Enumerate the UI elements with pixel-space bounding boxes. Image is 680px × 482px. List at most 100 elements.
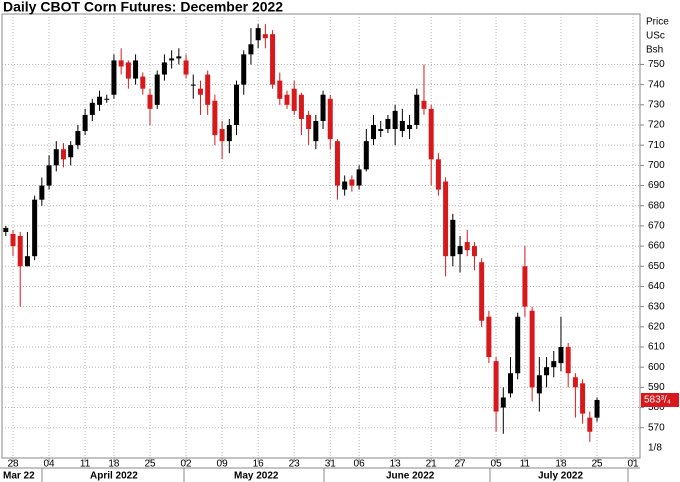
candle-body bbox=[435, 159, 441, 190]
candle-body bbox=[97, 96, 103, 105]
candle-body bbox=[334, 141, 340, 186]
x-tick-label: 23 bbox=[289, 459, 301, 470]
candle-body bbox=[291, 88, 297, 111]
candle-body bbox=[392, 110, 398, 130]
candle-body bbox=[241, 54, 247, 85]
y-axis-label: USc bbox=[646, 31, 665, 42]
y-tick-label: 620 bbox=[648, 321, 665, 332]
candle-body bbox=[68, 145, 74, 158]
x-tick-label: 11 bbox=[520, 459, 531, 470]
x-tick-label: 18 bbox=[108, 459, 120, 470]
candle-body bbox=[125, 62, 131, 79]
candle-body bbox=[356, 169, 362, 186]
candle-body bbox=[508, 373, 513, 394]
candle-body bbox=[471, 246, 477, 257]
candle-body bbox=[515, 316, 521, 374]
candle-body bbox=[111, 60, 117, 95]
x-tick-label: 01 bbox=[628, 459, 640, 470]
candle-body bbox=[39, 185, 45, 200]
y-tick-label: 630 bbox=[648, 301, 665, 312]
y-tick-label: 710 bbox=[648, 140, 665, 151]
y-tick-label: 670 bbox=[648, 221, 665, 232]
candle-body bbox=[580, 383, 586, 414]
candle-body bbox=[457, 246, 463, 255]
x-tick-label: 13 bbox=[390, 459, 402, 470]
candle-body bbox=[284, 94, 290, 105]
candle-body bbox=[371, 125, 377, 140]
month-label: July 2022 bbox=[538, 471, 583, 482]
candle-body bbox=[205, 74, 211, 105]
x-tick-label: 04 bbox=[43, 459, 55, 470]
y-tick-label: 720 bbox=[648, 120, 665, 131]
y-tick-label: 700 bbox=[648, 160, 665, 171]
x-tick-label: 02 bbox=[180, 459, 192, 470]
y-axis-label: Bsh bbox=[646, 45, 663, 56]
candle-body bbox=[169, 58, 175, 61]
candle-body bbox=[479, 262, 485, 321]
candle-body bbox=[226, 125, 232, 142]
candle-body bbox=[500, 397, 506, 408]
candle-body bbox=[298, 94, 304, 119]
candle-body bbox=[24, 256, 30, 267]
candle-body bbox=[197, 88, 203, 95]
x-tick-label: 21 bbox=[426, 459, 438, 470]
candle-body bbox=[565, 347, 571, 374]
candle-body bbox=[327, 98, 333, 140]
candle-body bbox=[262, 34, 268, 39]
candle-body bbox=[89, 102, 95, 115]
candle-body bbox=[536, 375, 542, 394]
chart-title: Daily CBOT Corn Futures: December 2022 bbox=[3, 0, 283, 15]
x-tick-label: 06 bbox=[354, 459, 366, 470]
candle-body bbox=[399, 120, 405, 132]
y-tick-label: 750 bbox=[648, 59, 665, 70]
month-label: May 2022 bbox=[234, 471, 279, 482]
candle-body bbox=[234, 84, 240, 125]
candle-body bbox=[255, 28, 261, 41]
y-tick-label: 600 bbox=[648, 362, 665, 373]
y-tick-label: 690 bbox=[648, 180, 665, 191]
candle-body bbox=[118, 60, 124, 67]
month-label: April 2022 bbox=[90, 471, 138, 482]
candle-body bbox=[140, 76, 146, 89]
candle-body bbox=[544, 367, 550, 376]
x-tick-label: 31 bbox=[325, 459, 337, 470]
candle-body bbox=[219, 129, 225, 142]
y-tick-label: 660 bbox=[648, 241, 665, 252]
candle-body bbox=[428, 108, 434, 160]
candle-body bbox=[190, 84, 196, 86]
x-tick-label: 05 bbox=[491, 459, 503, 470]
x-tick-label: 28 bbox=[7, 459, 19, 470]
candle-body bbox=[306, 114, 312, 130]
y-tick-label: 650 bbox=[648, 261, 665, 272]
candle-body bbox=[551, 361, 557, 368]
last-price-box bbox=[641, 392, 679, 407]
candle-body bbox=[82, 114, 88, 132]
candle-body bbox=[75, 131, 81, 146]
x-tick-label: 16 bbox=[253, 459, 265, 470]
candle-body bbox=[270, 34, 276, 85]
y-tick-label: 610 bbox=[648, 342, 665, 353]
candle-body bbox=[450, 219, 456, 257]
candle-body bbox=[349, 179, 355, 186]
candle-body bbox=[147, 94, 153, 109]
candle-body bbox=[363, 141, 369, 170]
x-tick-label: 09 bbox=[217, 459, 229, 470]
candle-body bbox=[529, 310, 535, 388]
candle-body bbox=[3, 227, 9, 232]
x-tick-label: 11 bbox=[80, 459, 91, 470]
candle-body bbox=[464, 242, 470, 251]
candle-body bbox=[176, 56, 182, 59]
y-tick-label: 680 bbox=[648, 200, 665, 211]
candle-body bbox=[407, 125, 413, 130]
candle-body bbox=[378, 129, 384, 132]
candle-body bbox=[443, 181, 449, 257]
candle-body bbox=[486, 316, 492, 358]
x-tick-label: 25 bbox=[591, 459, 603, 470]
candle-body bbox=[320, 94, 326, 121]
y-tick-label: 740 bbox=[648, 79, 665, 90]
candle-body bbox=[212, 100, 218, 136]
candle-body bbox=[277, 80, 283, 99]
candle-body bbox=[32, 199, 38, 257]
candle-body bbox=[558, 347, 564, 364]
x-tick-label: 25 bbox=[144, 459, 156, 470]
